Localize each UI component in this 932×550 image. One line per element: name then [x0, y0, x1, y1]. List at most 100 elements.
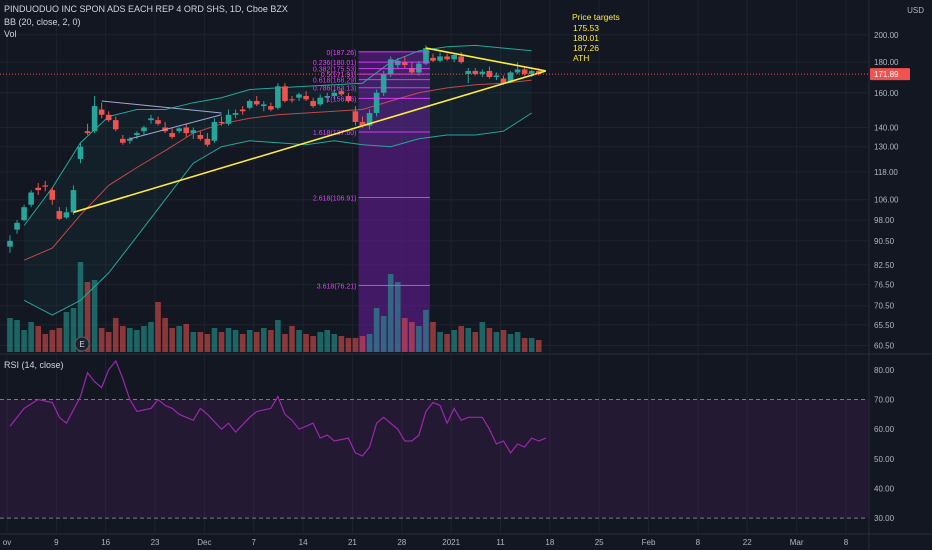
- candle-body: [366, 113, 373, 126]
- volume-bar: [289, 326, 295, 352]
- volume-bar: [91, 280, 98, 352]
- candle-body: [507, 72, 514, 82]
- volume-bar: [500, 330, 507, 352]
- candle-body: [77, 146, 84, 159]
- time-tick-label: 8: [844, 538, 849, 547]
- rsi-line: [9, 359, 547, 457]
- price-target-value: 175.53: [573, 23, 599, 33]
- time-tick-label: ov: [3, 538, 11, 547]
- price-tick-label: 76.50: [874, 281, 895, 290]
- candle-body: [394, 60, 401, 66]
- volume-bar: [253, 332, 260, 352]
- price-target-value: 180.01: [573, 33, 599, 43]
- volume-bar: [162, 318, 168, 352]
- price-tick-label: 200.00: [874, 31, 899, 40]
- fib-zone-rect: [358, 50, 430, 352]
- time-tick-label: 2021: [442, 538, 460, 547]
- candle-body: [112, 120, 119, 130]
- price-tick-label: 118.00: [874, 168, 898, 177]
- volume-bar: [261, 328, 267, 352]
- bb-basis-line: [23, 79, 532, 261]
- rsi-tick-label: 50.00: [874, 455, 895, 464]
- volume-bar: [373, 308, 380, 352]
- fib-level-label: 0.618(168.29): [313, 78, 357, 85]
- volume-indicator-label[interactable]: Vol: [4, 29, 17, 39]
- trendline-lower-support: [73, 70, 547, 214]
- volume-bar: [120, 326, 126, 352]
- volume-bar: [514, 332, 521, 352]
- bb-indicator-label[interactable]: BB (20, close, 2, 0): [4, 17, 81, 27]
- volume-bar: [451, 330, 457, 352]
- candle-body: [98, 109, 105, 115]
- volume-bar: [486, 328, 493, 352]
- candle-body: [324, 96, 331, 98]
- fib-level-label: 0.786(163.13): [313, 86, 357, 93]
- candle-body: [204, 138, 211, 145]
- candle-body: [35, 187, 41, 191]
- volume-bar: [303, 334, 309, 352]
- candle-body: [423, 48, 429, 64]
- candle-body: [345, 96, 352, 102]
- fib-level-label: 3.618(76.21): [317, 283, 357, 290]
- volume-bar: [282, 334, 288, 352]
- candles: [7, 45, 542, 253]
- time-tick-label: 25: [595, 538, 604, 547]
- rsi-indicator-label[interactable]: RSI (14, close): [4, 360, 64, 370]
- fib-level-label: 0(187.26): [327, 50, 357, 57]
- candle-body: [211, 121, 218, 141]
- time-tick-label: 21: [348, 538, 357, 547]
- volume-bar: [268, 330, 274, 352]
- volume-bar: [225, 328, 232, 352]
- volume-bar: [507, 334, 514, 352]
- candle-body: [387, 59, 394, 74]
- fib-level-label: 0.236(180.01): [313, 60, 357, 67]
- volume-bar: [352, 338, 359, 352]
- symbol-title[interactable]: PINDUODUO INC SPON ADS EACH REP 4 ORD SH…: [4, 4, 288, 14]
- candle-body: [127, 138, 133, 141]
- rsi-tick-label: 80.00: [874, 366, 895, 375]
- price-tick-label: 65.50: [874, 321, 895, 330]
- volume-bar: [317, 332, 323, 352]
- volume-bar: [105, 332, 112, 352]
- candle-body: [169, 133, 175, 137]
- volume-bar: [176, 326, 182, 352]
- volume-bar: [338, 336, 345, 352]
- time-tick-label: 18: [545, 538, 554, 547]
- volume-bar: [183, 324, 190, 352]
- candle-body: [416, 63, 422, 73]
- price-tick-label: 106.00: [874, 196, 899, 205]
- rsi-pane: [0, 359, 868, 519]
- volume-bar: [155, 302, 161, 352]
- rsi-tick-label: 60.00: [874, 425, 895, 434]
- candle-body: [253, 101, 260, 105]
- price-axis: 60.50 65.50 70.50 76.50 82.50 90.50 98.00 106.0…: [874, 31, 899, 523]
- candle-body: [444, 56, 450, 60]
- volume-bar: [21, 330, 27, 352]
- time-tick-label: 22: [743, 538, 752, 547]
- candle-body: [49, 190, 56, 200]
- candle-body: [458, 56, 464, 63]
- volume-bar: [127, 328, 133, 352]
- volume-bar: [134, 330, 140, 352]
- volume-bar: [359, 336, 366, 352]
- volume-bar: [430, 322, 436, 352]
- candle-body: [232, 113, 239, 115]
- fib-level-label: 1(156.56): [327, 96, 357, 103]
- volume-bars: [7, 262, 542, 352]
- volume-bar: [232, 330, 239, 352]
- overlay: 171.89 Price targets175.53180.01187.26ATH…: [0, 12, 910, 352]
- volume-bar: [521, 338, 528, 352]
- price-tick-label: 90.50: [874, 237, 895, 246]
- rsi-tick-label: 40.00: [874, 485, 895, 494]
- candle-body: [120, 138, 126, 143]
- volume-bar: [204, 334, 211, 352]
- candle-body: [70, 190, 77, 213]
- candle-body: [7, 240, 13, 247]
- volume-bar: [169, 328, 175, 352]
- candle-body: [155, 120, 161, 124]
- volume-bar: [190, 332, 197, 352]
- time-tick-label: 11: [496, 538, 505, 547]
- candle-body: [282, 86, 288, 102]
- candle-body: [380, 73, 387, 93]
